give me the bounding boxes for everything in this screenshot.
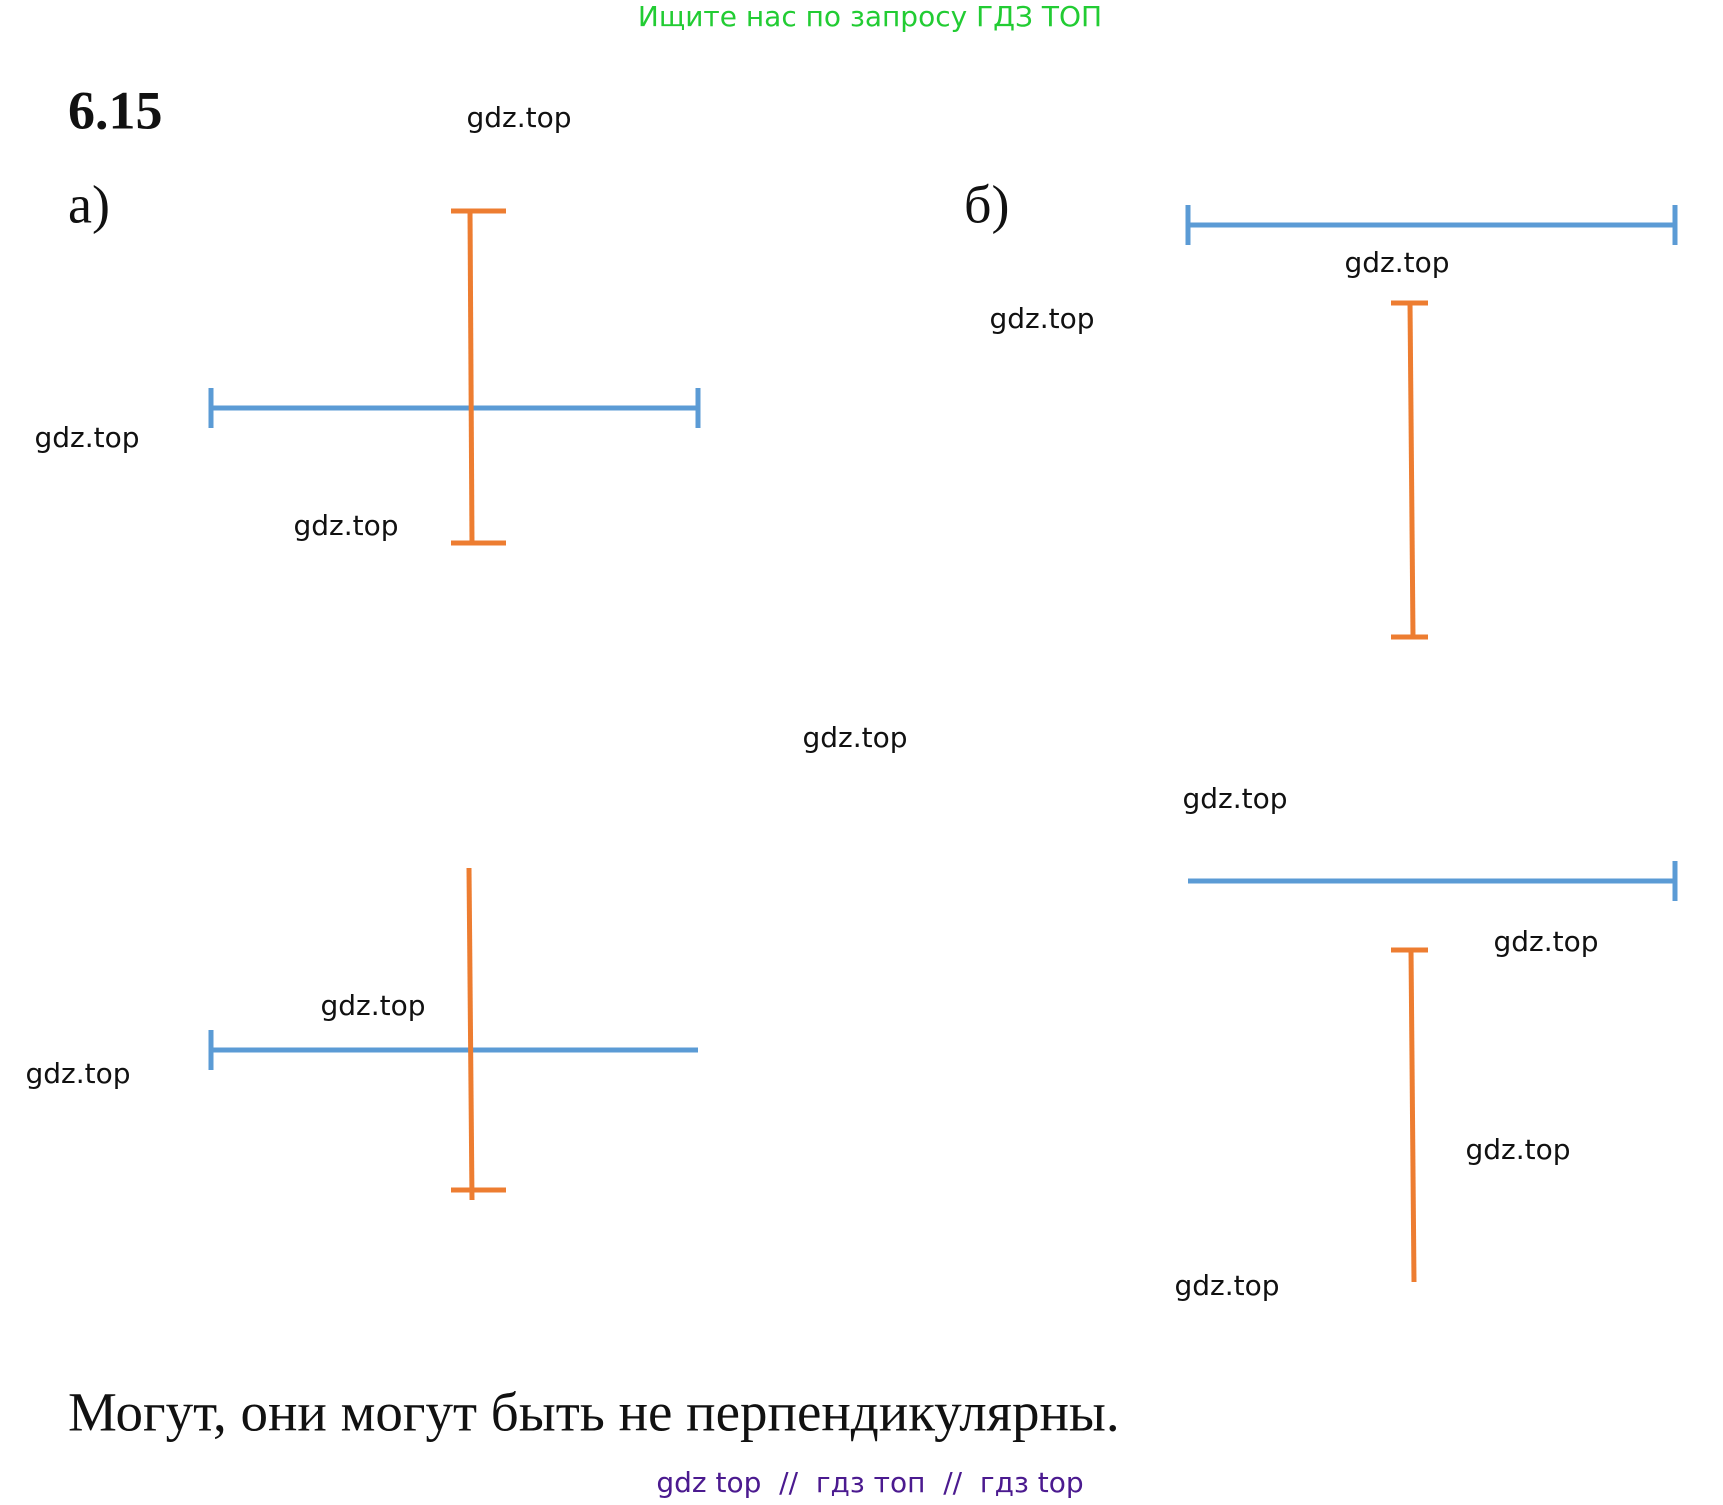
part-label: б) [964, 174, 1009, 234]
figure-a-top [208, 208, 701, 546]
watermark: gdz.top [25, 1057, 130, 1090]
figure-a-bottom [208, 867, 698, 1201]
watermark: gdz.top [320, 989, 425, 1022]
watermark: gdz.top [1174, 1269, 1279, 1302]
problem-number: 6.15 [68, 80, 163, 140]
watermark: gdz.top [989, 302, 1094, 335]
watermark: gdz.top [1493, 925, 1598, 958]
footer: gdz top // гдз топ // гдз top [656, 1466, 1083, 1499]
figure-b-top [1185, 205, 1678, 640]
figure-b-bottom [1188, 861, 1678, 1283]
promo: Ищите нас по запросу ГДЗ ТОП [638, 0, 1102, 33]
watermark: gdz.top [1344, 246, 1449, 279]
watermark: gdz.top [34, 421, 139, 454]
part-label: а) [68, 174, 110, 234]
answer: Могут, они могут быть не перпендикулярны… [68, 1382, 1120, 1443]
watermark: gdz.top [466, 101, 571, 134]
watermark: gdz.top [293, 509, 398, 542]
watermark: gdz.top [1182, 782, 1287, 815]
watermark: gdz.top [1465, 1133, 1570, 1166]
watermark: gdz.top [802, 721, 907, 754]
